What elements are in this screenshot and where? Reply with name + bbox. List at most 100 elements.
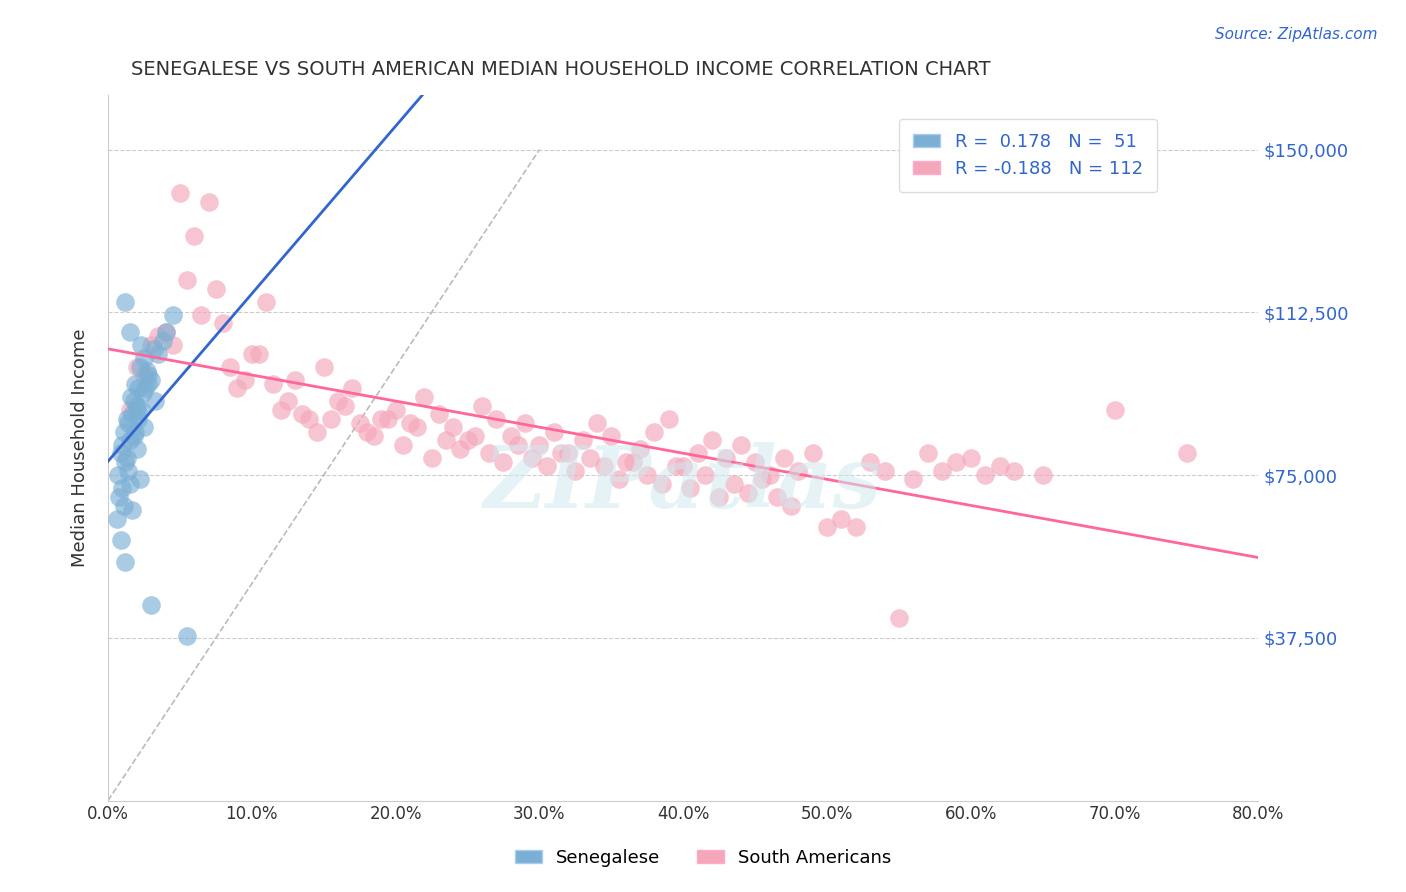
Point [162,308,184,322]
Point [716,450,738,465]
Point [176,629,198,643]
Point [335,399,357,413]
Point [651,476,673,491]
Point [124,377,146,392]
Point [845,520,868,534]
Legend: R =  0.178   N =  51, R = -0.188   N = 112: R = 0.178 N = 51, R = -0.188 N = 112 [898,119,1157,193]
Point [765,490,787,504]
Point [420,450,443,465]
Point [226,381,249,395]
Point [219,359,242,374]
Point [917,446,939,460]
Point [131,385,153,400]
Point [145,394,167,409]
Point [787,464,810,478]
Point [169,186,191,200]
Point [427,408,450,422]
Point [115,450,138,465]
Point [127,381,149,395]
Point [118,325,141,339]
Point [1104,403,1126,417]
Point [658,411,681,425]
Point [270,403,292,417]
Point [342,381,364,395]
Point [115,411,138,425]
Point [319,411,342,425]
Point [744,455,766,469]
Point [730,438,752,452]
Point [356,425,378,439]
Point [665,459,688,474]
Point [132,351,155,365]
Point [121,408,143,422]
Point [441,420,464,434]
Point [132,368,155,383]
Point [139,338,162,352]
Point [240,346,263,360]
Point [190,308,212,322]
Point [988,459,1011,474]
Point [136,377,159,392]
Point [111,481,134,495]
Point [117,416,139,430]
Point [464,429,486,443]
Point [326,394,349,409]
Point [758,468,780,483]
Point [471,399,494,413]
Point [118,476,141,491]
Point [679,481,702,495]
Point [557,446,579,460]
Point [1002,464,1025,478]
Point [120,390,142,404]
Point [247,346,270,360]
Point [370,411,392,425]
Point [262,377,284,392]
Point [233,373,256,387]
Point [128,473,150,487]
Point [903,473,925,487]
Point [391,438,413,452]
Point [593,459,616,474]
Point [931,464,953,478]
Point [529,438,551,452]
Point [155,325,177,339]
Point [801,446,824,460]
Point [377,411,399,425]
Point [449,442,471,456]
Point [399,416,422,430]
Point [621,455,644,469]
Point [139,599,162,613]
Point [830,511,852,525]
Point [129,403,152,417]
Point [128,359,150,374]
Point [413,390,436,404]
Point [135,364,157,378]
Point [628,442,651,456]
Point [112,425,135,439]
Point [686,446,709,460]
Point [700,434,723,448]
Point [600,429,623,443]
Point [945,455,967,469]
Point [859,455,882,469]
Point [118,434,141,448]
Point [543,425,565,439]
Point [887,611,910,625]
Point [959,450,981,465]
Point [873,464,896,478]
Point [125,359,148,374]
Point [349,416,371,430]
Point [571,434,593,448]
Point [254,294,277,309]
Point [974,468,997,483]
Point [550,446,572,460]
Point [1175,446,1198,460]
Point [162,338,184,352]
Point [751,473,773,487]
Y-axis label: Median Household Income: Median Household Income [72,329,89,567]
Point [513,416,536,430]
Point [709,490,731,504]
Text: Source: ZipAtlas.com: Source: ZipAtlas.com [1215,27,1378,42]
Point [485,411,508,425]
Point [122,429,145,443]
